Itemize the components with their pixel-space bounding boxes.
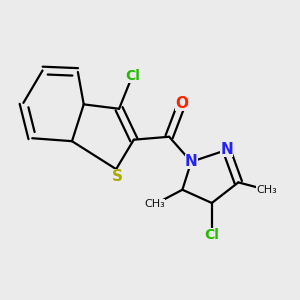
Text: Cl: Cl	[204, 228, 219, 242]
Text: CH₃: CH₃	[256, 185, 277, 195]
Text: CH₃: CH₃	[144, 200, 165, 209]
Text: O: O	[175, 96, 188, 111]
Text: N: N	[185, 154, 198, 169]
Text: N: N	[220, 142, 233, 158]
Text: Cl: Cl	[125, 69, 140, 83]
Text: S: S	[112, 169, 123, 184]
